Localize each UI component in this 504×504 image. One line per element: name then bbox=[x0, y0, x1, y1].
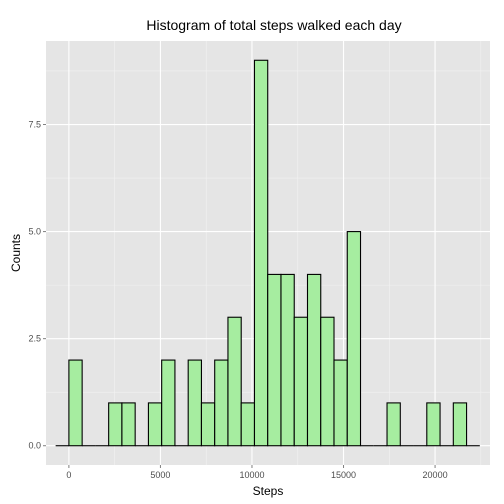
histogram-bar bbox=[122, 403, 135, 446]
histogram-bar bbox=[347, 232, 360, 446]
histogram-bar bbox=[148, 403, 161, 446]
histogram-bar bbox=[321, 317, 334, 445]
x-tick-label: 5000 bbox=[150, 470, 170, 480]
histogram-bar bbox=[387, 403, 400, 446]
histogram-bar bbox=[254, 60, 267, 445]
histogram-bar bbox=[453, 403, 466, 446]
y-axis-label: Counts bbox=[9, 234, 23, 272]
x-tick-label: 15000 bbox=[331, 470, 356, 480]
histogram-bar bbox=[241, 403, 254, 446]
histogram-bar bbox=[294, 317, 307, 445]
histogram-bar bbox=[215, 360, 228, 446]
histogram-bar bbox=[281, 274, 294, 445]
x-tick-label: 0 bbox=[66, 470, 71, 480]
histogram-bar bbox=[188, 360, 201, 446]
histogram-bar bbox=[307, 274, 320, 445]
chart-title: Histogram of total steps walked each day bbox=[146, 17, 401, 33]
histogram-bar bbox=[427, 403, 440, 446]
y-tick-label: 7.5 bbox=[28, 120, 41, 130]
histogram-bar bbox=[162, 360, 175, 446]
x-tick-label: 10000 bbox=[239, 470, 264, 480]
y-tick-label: 5.0 bbox=[28, 227, 41, 237]
x-tick-label: 20000 bbox=[423, 470, 448, 480]
histogram-bar bbox=[109, 403, 122, 446]
histogram-bar bbox=[228, 317, 241, 445]
x-axis-label: Steps bbox=[253, 484, 284, 498]
histogram-bar bbox=[268, 274, 281, 445]
y-tick-label: 2.5 bbox=[28, 334, 41, 344]
histogram-bar bbox=[69, 360, 82, 446]
histogram-bar bbox=[201, 403, 214, 446]
histogram-bar bbox=[334, 360, 347, 446]
y-tick-label: 0.0 bbox=[28, 441, 41, 451]
